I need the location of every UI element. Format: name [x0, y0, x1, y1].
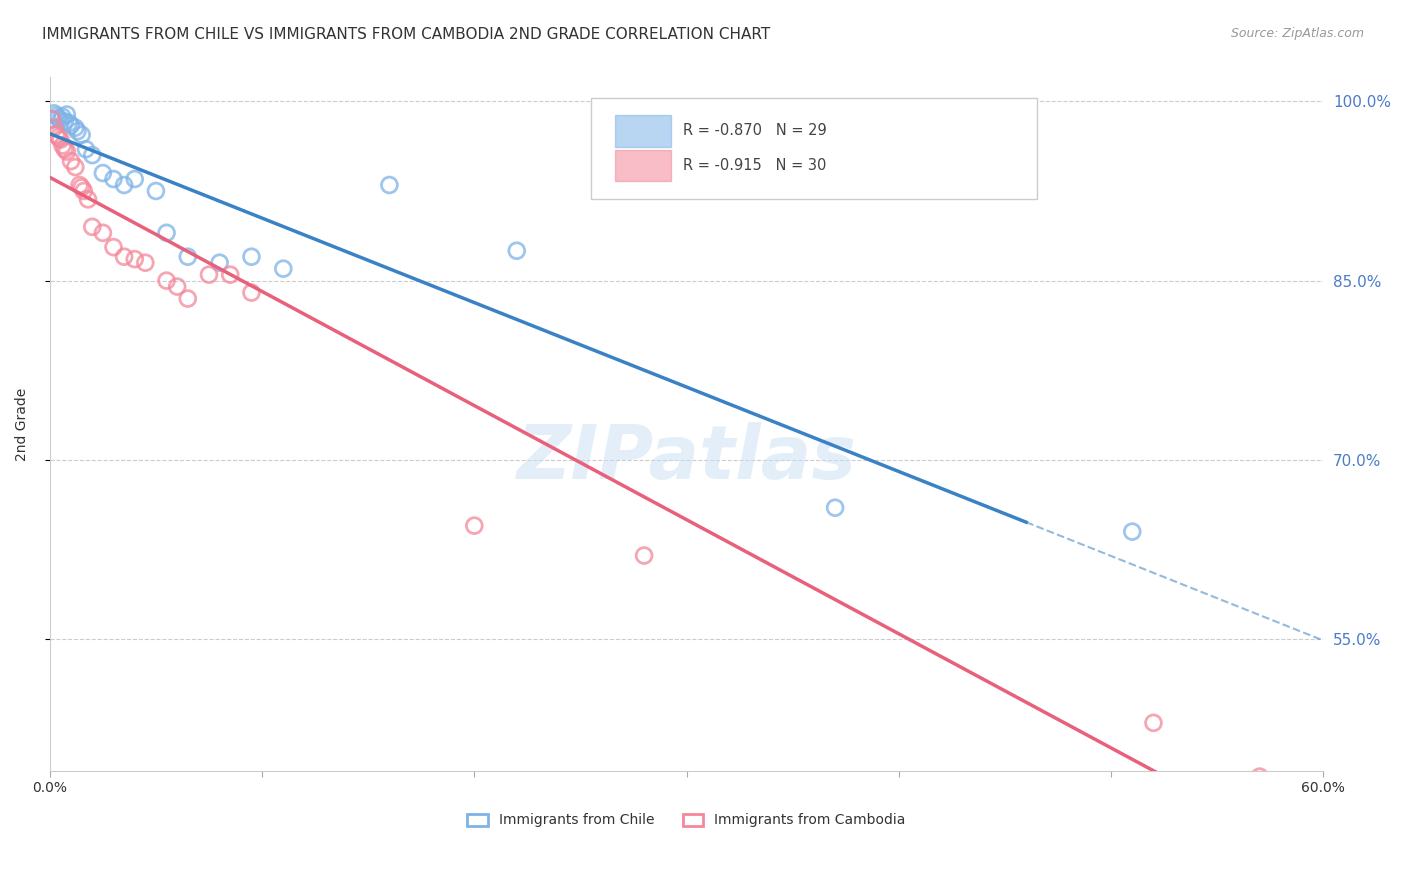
Point	[124, 252, 146, 266]
Text: IMMIGRANTS FROM CHILE VS IMMIGRANTS FROM CAMBODIA 2ND GRADE CORRELATION CHART: IMMIGRANTS FROM CHILE VS IMMIGRANTS FROM…	[42, 27, 770, 42]
Point	[52, 138, 75, 153]
Point	[219, 268, 242, 282]
Point	[177, 250, 200, 264]
Point	[73, 184, 96, 198]
Point	[91, 226, 114, 240]
Point	[155, 274, 177, 288]
FancyBboxPatch shape	[616, 115, 671, 147]
Point	[177, 292, 200, 306]
FancyBboxPatch shape	[591, 98, 1036, 199]
Point	[633, 549, 655, 563]
Point	[52, 110, 75, 124]
Y-axis label: 2nd Grade: 2nd Grade	[15, 387, 30, 460]
Point	[70, 180, 93, 194]
Text: R = -0.915   N = 30: R = -0.915 N = 30	[683, 158, 827, 173]
Point	[56, 107, 79, 121]
Point	[56, 145, 79, 159]
Point	[46, 130, 69, 145]
Point	[58, 116, 80, 130]
Point	[42, 106, 65, 120]
Point	[82, 219, 104, 234]
FancyBboxPatch shape	[616, 150, 671, 181]
Point	[53, 114, 76, 128]
Point	[70, 128, 93, 142]
Point	[91, 166, 114, 180]
Point	[66, 124, 89, 138]
Point	[46, 111, 69, 125]
Point	[103, 172, 125, 186]
Point	[60, 118, 83, 132]
Point	[77, 192, 100, 206]
Point	[49, 113, 72, 128]
Point	[1142, 715, 1164, 730]
Point	[378, 178, 401, 192]
Point	[65, 160, 87, 174]
Point	[82, 148, 104, 162]
Point	[60, 154, 83, 169]
Text: R = -0.870   N = 29: R = -0.870 N = 29	[683, 123, 827, 138]
Point	[42, 120, 65, 135]
Point	[166, 279, 188, 293]
Point	[103, 240, 125, 254]
Point	[41, 112, 63, 127]
Point	[65, 120, 87, 135]
Point	[155, 226, 177, 240]
Point	[240, 250, 263, 264]
Point	[240, 285, 263, 300]
Point	[112, 250, 135, 264]
Text: Source: ZipAtlas.com: Source: ZipAtlas.com	[1230, 27, 1364, 40]
Point	[506, 244, 529, 258]
Point	[112, 178, 135, 192]
Point	[824, 500, 846, 515]
Text: ZIPatlas: ZIPatlas	[516, 422, 856, 495]
Point	[53, 142, 76, 156]
Point	[41, 112, 63, 127]
Point	[45, 109, 67, 123]
Point	[271, 261, 294, 276]
Point	[75, 142, 97, 156]
Point	[49, 132, 72, 146]
Point	[145, 184, 167, 198]
Point	[45, 128, 67, 142]
Point	[1121, 524, 1143, 539]
Point	[124, 172, 146, 186]
Point	[69, 178, 91, 192]
Point	[198, 268, 221, 282]
Point	[463, 518, 485, 533]
Legend: Immigrants from Chile, Immigrants from Cambodia: Immigrants from Chile, Immigrants from C…	[461, 808, 911, 833]
Point	[208, 256, 231, 270]
Point	[1249, 770, 1271, 784]
Point	[134, 256, 156, 270]
